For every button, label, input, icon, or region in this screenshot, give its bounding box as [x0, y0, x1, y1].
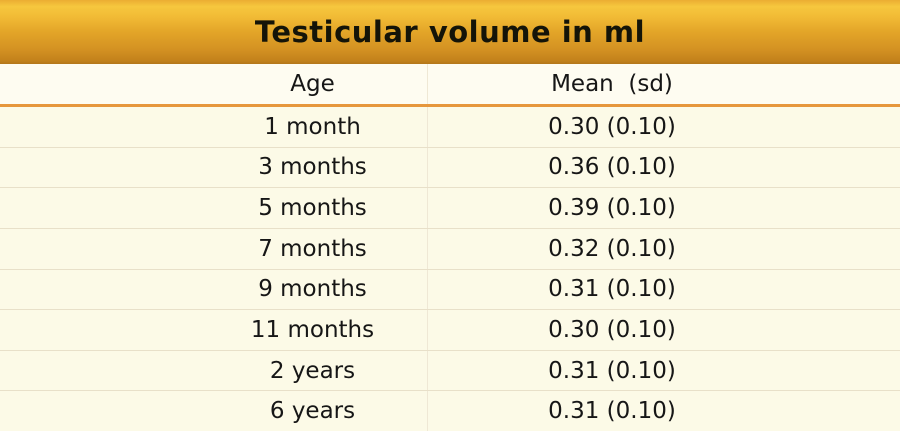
- age-cell: 1 month: [0, 107, 428, 147]
- table-row: 2 years 0.31 (0.10): [0, 349, 900, 391]
- mean-sd-cell: 0.30 (0.10): [548, 113, 676, 140]
- mean-sd-cell: 0.39 (0.10): [548, 195, 676, 222]
- column-header-row: Age Mean (sd): [0, 64, 900, 107]
- table-row: 7 months 0.32 (0.10): [0, 227, 900, 269]
- table-row: 6 years 0.31 (0.10): [0, 390, 900, 431]
- table-row: 5 months 0.39 (0.10): [0, 187, 900, 228]
- mean-sd-cell: 0.31 (0.10): [548, 276, 676, 303]
- age-cell: 3 months: [0, 147, 428, 188]
- title-band: Testicular volume in ml: [0, 0, 900, 64]
- age-cell: 7 months: [0, 228, 428, 269]
- mean-sd-cell: 0.30 (0.10): [548, 316, 676, 343]
- column-header-age: Age: [0, 64, 428, 104]
- mean-sd-cell: 0.31 (0.10): [548, 398, 676, 425]
- age-cell: 6 years: [0, 391, 428, 431]
- mean-sd-cell: 0.36 (0.10): [548, 154, 676, 181]
- table-row: 9 months 0.31 (0.10): [0, 268, 900, 310]
- table-row: 3 months 0.36 (0.10): [0, 146, 900, 188]
- column-header-mean-sd: Mean (sd): [551, 71, 673, 97]
- table-row: 1 month 0.30 (0.10): [0, 107, 900, 147]
- age-cell: 9 months: [0, 269, 428, 310]
- figure-title: Testicular volume in ml: [254, 15, 646, 49]
- age-cell: 2 years: [0, 350, 428, 391]
- age-cell: 5 months: [0, 188, 428, 228]
- age-cell: 11 months: [0, 310, 428, 350]
- table-row: 11 months 0.30 (0.10): [0, 309, 900, 350]
- table-body: 1 month 0.30 (0.10) 3 months 0.36 (0.10) 5 m…: [0, 107, 900, 431]
- mean-sd-cell: 0.32 (0.10): [548, 235, 676, 262]
- mean-sd-cell: 0.31 (0.10): [548, 357, 676, 384]
